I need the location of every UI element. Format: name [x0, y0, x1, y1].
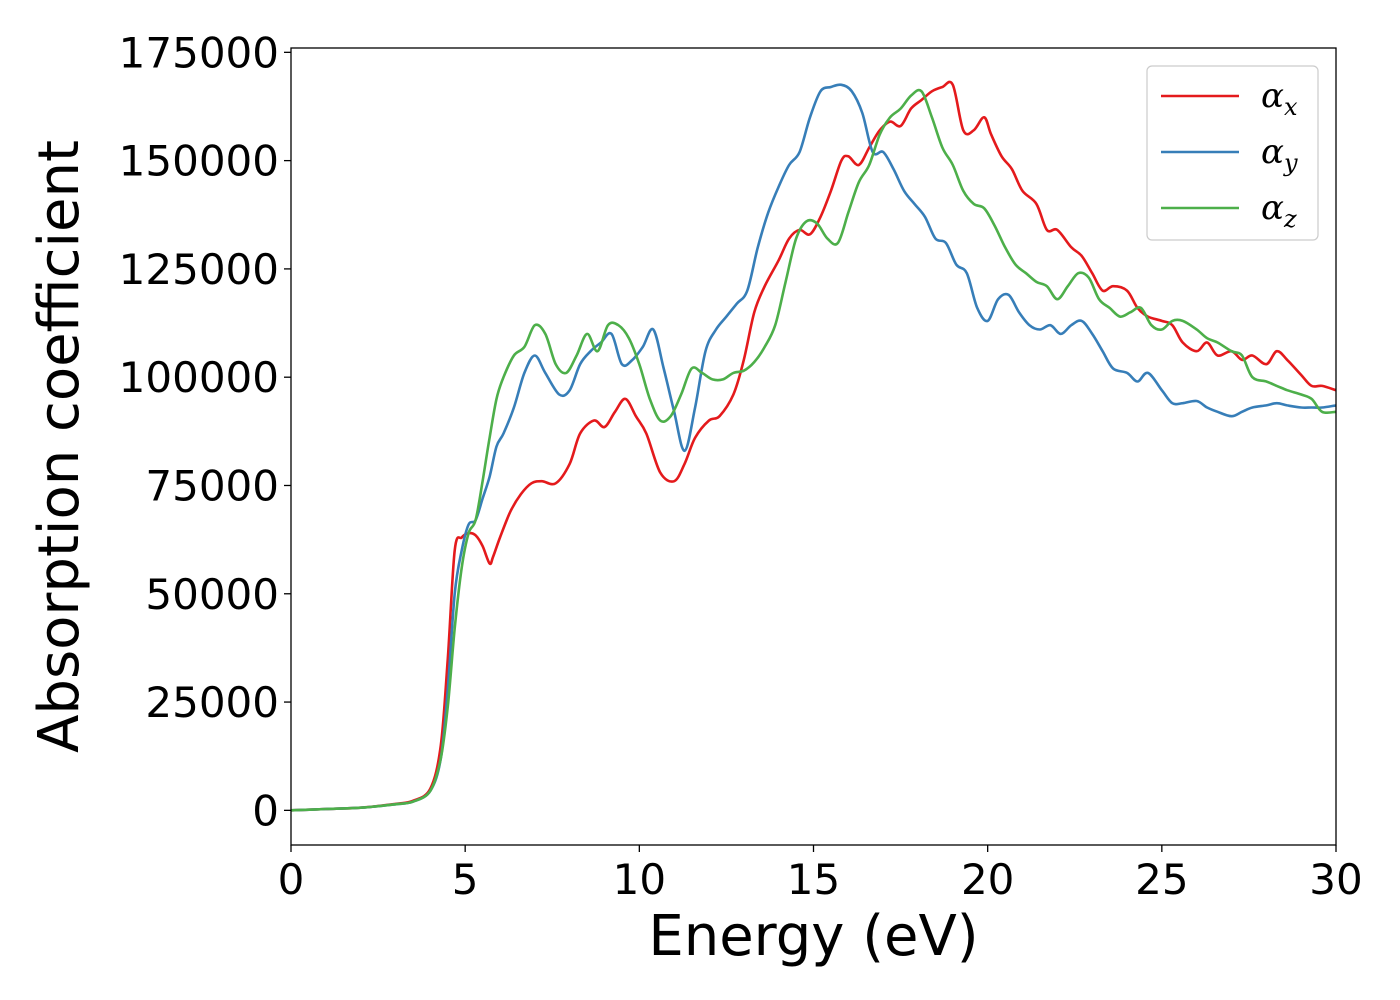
- legend-label: αx: [1261, 76, 1298, 121]
- x-tick-label: 30: [1309, 855, 1362, 904]
- x-axis: 0 5 10 15 20 25 30: [278, 845, 1363, 904]
- y-tick-label: 125000: [119, 245, 279, 294]
- y-axis-title: Absorption coefficient: [27, 140, 92, 753]
- series-line-alpha-x: [291, 80, 1336, 812]
- series-layer: [291, 80, 1336, 812]
- y-tick-label: 175000: [119, 28, 279, 77]
- legend-label: αy: [1261, 132, 1298, 177]
- legend: αx αy αz: [1146, 65, 1319, 241]
- x-tick-label: 0: [278, 855, 305, 904]
- legend-label: αz: [1261, 188, 1297, 233]
- y-tick-label: 25000: [145, 678, 279, 727]
- y-tick-label: 0: [252, 786, 279, 835]
- x-axis-title: Energy (eV): [648, 904, 978, 969]
- x-tick-label: 15: [787, 855, 840, 904]
- x-tick-label: 20: [961, 855, 1014, 904]
- y-tick-label: 100000: [119, 353, 279, 402]
- series-line-alpha-z: [291, 88, 1336, 812]
- y-tick-label: 50000: [145, 570, 279, 619]
- x-tick-label: 10: [613, 855, 666, 904]
- x-tick-label: 5: [452, 855, 479, 904]
- x-tick-label: 25: [1135, 855, 1188, 904]
- y-axis: 0 25000 50000 75000 100000 125000 150000 175000: [119, 28, 291, 835]
- y-tick-label: 150000: [119, 137, 279, 186]
- series-line-alpha-y: [291, 83, 1336, 812]
- y-tick-label: 75000: [145, 461, 279, 510]
